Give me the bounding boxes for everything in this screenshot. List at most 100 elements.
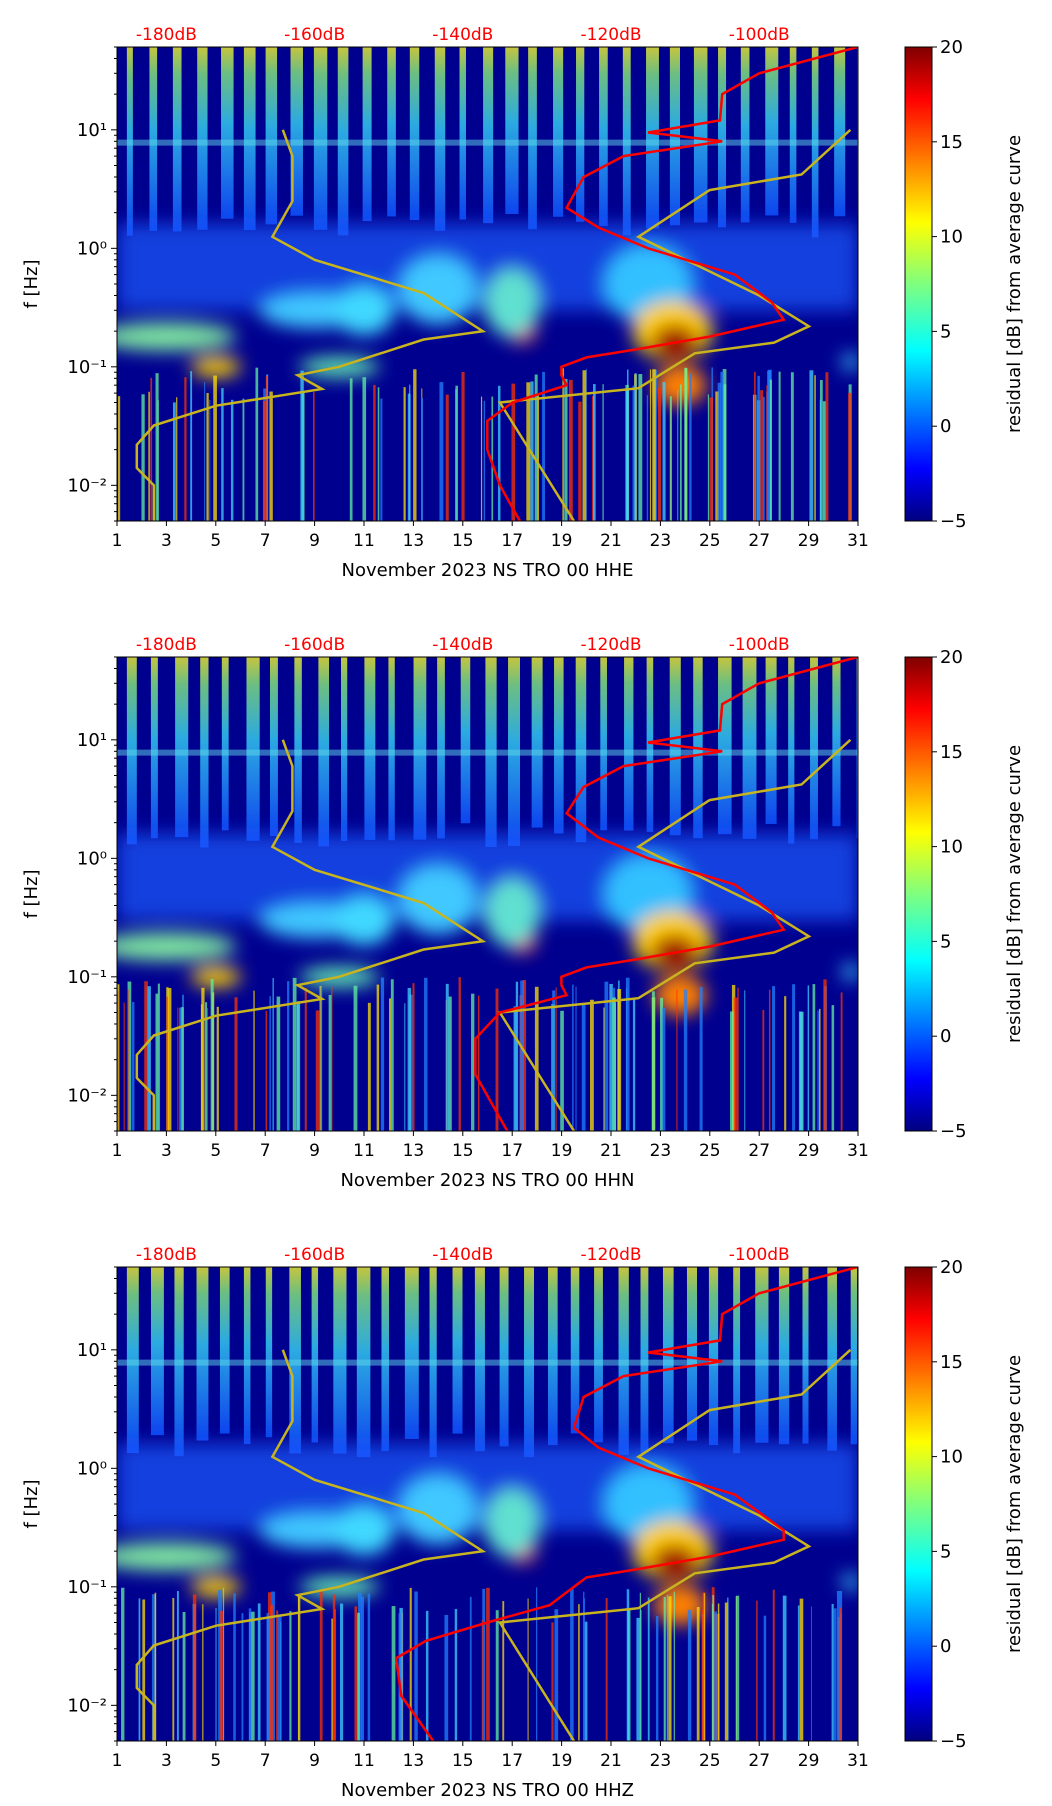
- stripe: [778, 1267, 790, 1445]
- transient-spike: [373, 384, 376, 521]
- transient-spike: [287, 981, 290, 1131]
- transient-spike: [831, 1005, 835, 1131]
- transient-spike: [578, 1604, 580, 1741]
- y-tick-label: 10⁰: [77, 1458, 107, 1479]
- transient-spike: [717, 1603, 720, 1741]
- transient-spike: [720, 371, 724, 521]
- colorbar-tick-label: 10: [940, 837, 963, 858]
- transient-spike: [684, 367, 688, 521]
- transient-spike: [784, 996, 787, 1131]
- stripe: [505, 47, 519, 215]
- transient-spike: [445, 983, 449, 1131]
- transient-spike: [413, 369, 417, 521]
- transient-spike: [483, 400, 486, 521]
- transient-spike: [632, 999, 636, 1131]
- transient-spike: [276, 996, 281, 1131]
- top-db-tick-label: -100dB: [729, 25, 790, 45]
- transient-spike: [814, 375, 816, 521]
- transient-spike: [151, 1594, 156, 1741]
- transient-spike: [612, 997, 616, 1131]
- stripe: [765, 657, 777, 824]
- transient-spike: [233, 1593, 236, 1741]
- transient-spike: [703, 1593, 705, 1741]
- transient-spike: [424, 977, 428, 1131]
- x-tick-label: 9: [309, 531, 320, 551]
- stripe: [742, 657, 757, 839]
- blob: [398, 864, 479, 935]
- transient-spike: [176, 1591, 179, 1741]
- stripe: [570, 1267, 580, 1434]
- transient-spike: [609, 983, 613, 1131]
- x-tick-label: 1: [112, 1141, 123, 1161]
- transient-spike: [819, 380, 823, 521]
- colorbar-tick-label: 5: [940, 321, 951, 342]
- transient-spike: [142, 1599, 146, 1741]
- blob: [842, 963, 858, 980]
- transient-spike: [340, 1603, 344, 1741]
- transient-spike: [669, 396, 672, 521]
- transient-spike: [269, 391, 273, 521]
- transient-spike: [649, 369, 652, 521]
- transient-spike: [812, 984, 816, 1131]
- transient-spike: [634, 373, 637, 521]
- stripe: [718, 657, 732, 835]
- transient-spike: [663, 1596, 666, 1741]
- transient-spike: [593, 384, 596, 521]
- blob: [117, 1542, 237, 1571]
- transient-spike: [407, 987, 412, 1131]
- transient-spike: [439, 382, 444, 521]
- transient-spike: [230, 399, 234, 521]
- x-tick-label: 17: [501, 1751, 523, 1771]
- transient-spike: [495, 988, 499, 1131]
- transient-spike: [570, 1588, 574, 1741]
- transient-spike: [461, 372, 465, 521]
- colorbar: 20 15 10 5 0 −5 residual [dB] from average cur…: [904, 1257, 1025, 1752]
- x-tick-label: 13: [403, 531, 425, 551]
- colorbar-label: residual [dB] from average curve: [1004, 135, 1025, 433]
- transient-spike: [534, 986, 539, 1131]
- transient-spike: [180, 1007, 184, 1131]
- transient-spike: [141, 394, 145, 521]
- x-tick-label: 3: [161, 1141, 172, 1161]
- transient-spike: [477, 995, 480, 1131]
- transient-spike: [822, 401, 827, 521]
- transient-spike: [839, 1607, 842, 1741]
- transient-spike: [617, 988, 622, 1131]
- transient-spike: [157, 983, 160, 1131]
- top-db-tick-label: -160dB: [284, 25, 345, 45]
- transient-spike: [668, 1596, 672, 1741]
- x-tick-label: 11: [353, 1751, 375, 1771]
- transient-spike: [315, 1010, 320, 1131]
- transient-spike: [799, 1598, 804, 1741]
- transient-spike: [836, 1590, 839, 1741]
- transient-spike: [234, 997, 238, 1131]
- transient-spike: [583, 1598, 585, 1741]
- transient-spike: [652, 369, 656, 521]
- x-tick-label: 21: [600, 1141, 622, 1161]
- transient-spike: [166, 996, 169, 1131]
- noise-haze: [117, 834, 858, 1016]
- red-psd-curve: [474, 657, 858, 1131]
- colorbar: 20 15 10 5 0 −5 residual [dB] from average cur…: [904, 647, 1025, 1142]
- transient-spike: [626, 1588, 628, 1741]
- transient-spike: [210, 978, 214, 1131]
- high-noise-model-curve: [497, 128, 852, 521]
- transient-spike: [709, 397, 714, 521]
- stripe: [624, 657, 634, 831]
- transient-spike: [699, 986, 703, 1131]
- transient-spike: [772, 986, 776, 1131]
- transient-spike: [542, 371, 545, 521]
- transient-spike: [707, 394, 710, 521]
- transient-spike: [712, 1595, 715, 1741]
- colorbar-tick-label: 5: [940, 1541, 951, 1562]
- spectral-line: [117, 749, 858, 756]
- transient-spike: [204, 382, 206, 521]
- transient-spike: [714, 1611, 717, 1741]
- transient-spike: [798, 1011, 803, 1131]
- transient-spike: [154, 1592, 157, 1741]
- transient-spike: [172, 1597, 175, 1741]
